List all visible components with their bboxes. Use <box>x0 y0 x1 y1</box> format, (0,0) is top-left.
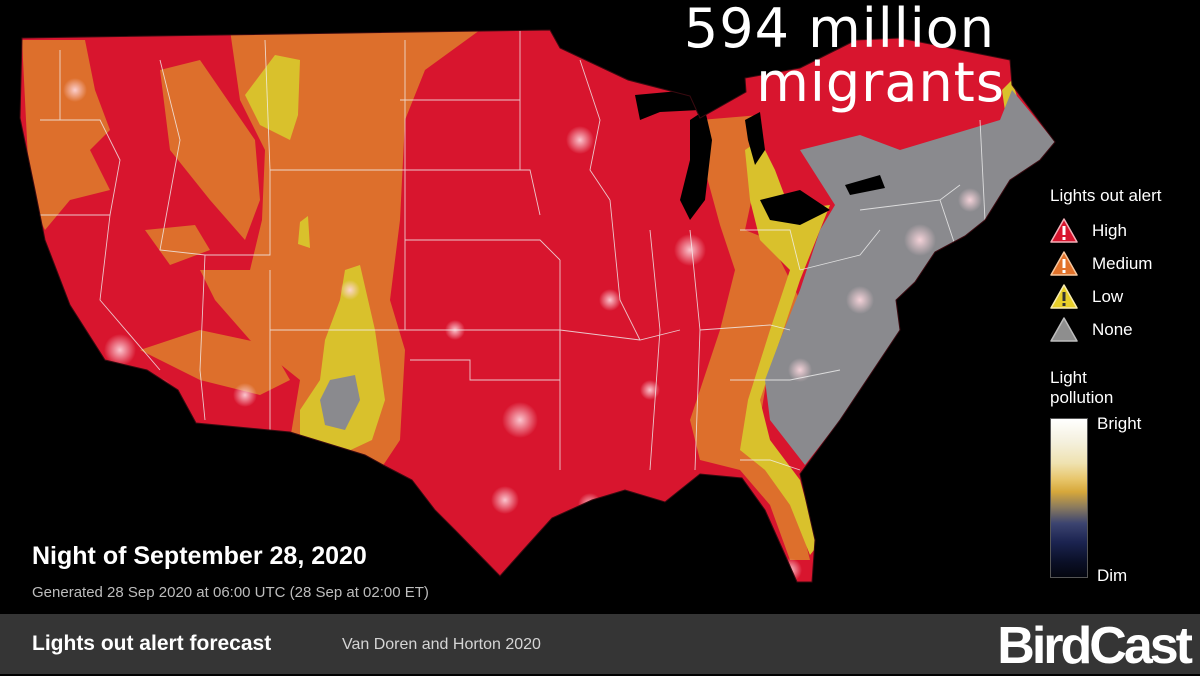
light-pollution-title-line1: Light <box>1050 368 1087 387</box>
alert-medium-zone-nw <box>160 60 260 240</box>
alert-low-zone-ca <box>70 340 95 385</box>
alert-map <box>19 29 1056 583</box>
alert-medium-zone-sw <box>140 330 290 395</box>
migrant-label: migrants <box>756 51 1005 114</box>
alert-none-zone-east <box>765 90 1055 465</box>
legend-item-none: None <box>1050 313 1190 346</box>
light-pollution-dim-label: Dim <box>1097 566 1128 585</box>
alert-medium-zone-east <box>690 115 810 560</box>
legend-label-low: Low <box>1092 286 1124 306</box>
alert-low-zone-nm <box>300 265 385 455</box>
coastline <box>19 29 1056 583</box>
footer-citation: Van Doren and Horton 2020 <box>342 636 541 653</box>
footer-title: Lights out alert forecast <box>32 632 272 655</box>
alert-medium-zone-west <box>200 30 480 470</box>
alert-none-zone-nm <box>320 375 360 430</box>
light-pollution-title: Light pollution <box>1050 368 1113 408</box>
alert-low-zone-montana <box>245 55 300 140</box>
generated-timestamp: Generated 28 Sep 2020 at 06:00 UTC (28 S… <box>32 584 429 601</box>
alert-low-zone-co <box>298 216 310 248</box>
alert-medium-zone-west2 <box>22 40 110 230</box>
birdcast-logo: BirdCast <box>997 617 1193 675</box>
migrant-count: 594 million <box>683 0 995 60</box>
great-lakes <box>635 90 885 225</box>
light-pollution-bright-label: Bright <box>1097 414 1142 433</box>
night-date-title: Night of September 28, 2020 <box>32 542 367 570</box>
light-pollution-scale <box>1050 418 1088 578</box>
state-borders <box>40 30 986 471</box>
alert-medium-zone-nv <box>145 225 210 265</box>
legend-item-medium: Medium <box>1050 247 1190 280</box>
legend-label-high: High <box>1092 220 1127 240</box>
high-warning-icon <box>1050 217 1078 243</box>
none-triangle-icon <box>1050 316 1078 342</box>
medium-warning-icon <box>1050 250 1078 276</box>
legend-item-high: High <box>1050 214 1190 247</box>
legend-label-none: None <box>1092 319 1133 339</box>
alert-low-zone-east <box>740 140 830 555</box>
footer-bar: Lights out alert forecast Van Doren and … <box>0 614 1200 675</box>
legend-title: Lights out alert <box>1050 186 1162 205</box>
migrant-count-headline: 594 million migrants <box>683 0 1004 110</box>
legend-item-low: Low <box>1050 280 1190 313</box>
legend-label-medium: Medium <box>1092 253 1153 273</box>
alert-legend: Lights out alert High Medium Low None <box>1050 186 1190 346</box>
low-warning-icon <box>1050 283 1078 309</box>
light-pollution-title-line2: pollution <box>1050 388 1114 407</box>
